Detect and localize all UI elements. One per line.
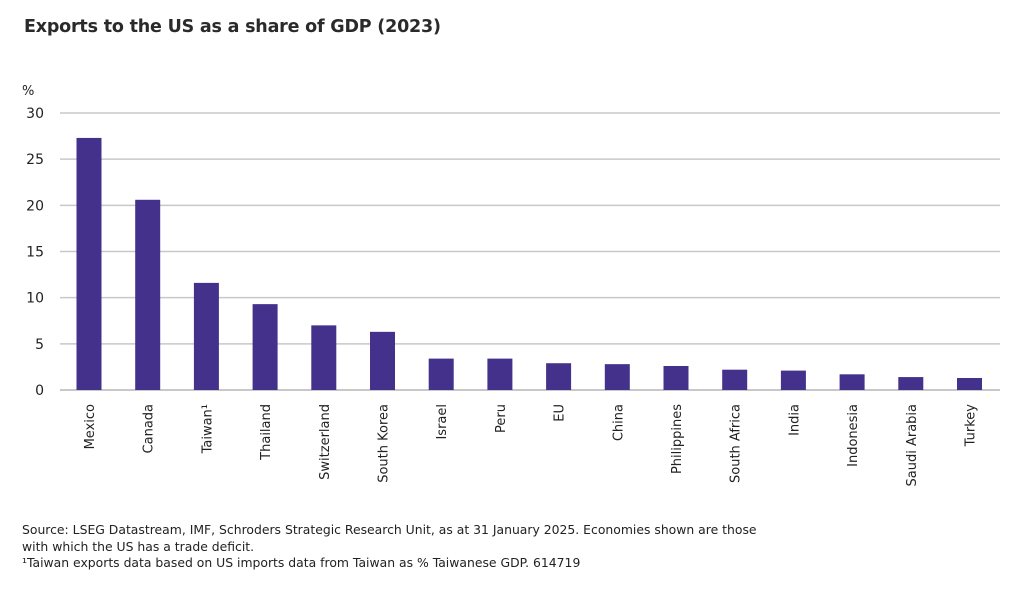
bar bbox=[311, 325, 337, 390]
chart-title: Exports to the US as a share of GDP (202… bbox=[24, 17, 441, 37]
y-axis-unit-label: % bbox=[22, 84, 35, 99]
source-note: Source: LSEG Datastream, IMF, Schroders … bbox=[22, 522, 757, 537]
y-tick-label: 10 bbox=[26, 291, 44, 307]
x-axis-ticks: Mexico Canada Taiwan¹ Thailand Switzerland So… bbox=[83, 404, 979, 487]
bar bbox=[722, 369, 748, 390]
x-tick-label: Mexico bbox=[83, 404, 98, 449]
x-tick-label: Taiwan¹ bbox=[200, 404, 215, 454]
bar bbox=[780, 370, 806, 390]
x-tick-label: Peru bbox=[494, 404, 509, 433]
y-axis-ticks: 0 5 10 15 20 25 30 bbox=[26, 106, 44, 399]
bar bbox=[487, 358, 513, 390]
bar bbox=[252, 304, 278, 390]
y-tick-label: 30 bbox=[26, 106, 44, 122]
x-tick-label: Saudi Arabia bbox=[905, 404, 920, 487]
x-tick-label: Canada bbox=[142, 404, 157, 453]
bar bbox=[957, 377, 982, 390]
y-tick-label: 25 bbox=[26, 152, 44, 168]
x-tick-label: Switzerland bbox=[318, 404, 333, 480]
source-note-continued: with which the US has a trade deficit. bbox=[22, 538, 255, 554]
x-tick-label: China bbox=[611, 404, 626, 441]
bar bbox=[898, 377, 924, 390]
bars bbox=[76, 137, 982, 390]
chart-footer: Source: LSEG Datastream, IMF, Schroders … bbox=[22, 522, 757, 572]
x-tick-label: Thailand bbox=[259, 404, 274, 461]
x-tick-label: India bbox=[787, 404, 802, 436]
x-tick-label: Turkey bbox=[964, 404, 979, 448]
bar bbox=[135, 199, 161, 390]
y-tick-label: 0 bbox=[35, 383, 44, 399]
bar bbox=[546, 363, 572, 390]
x-tick-label: Philippines bbox=[670, 404, 685, 474]
bar bbox=[604, 364, 630, 390]
taiwan-footnote: ¹Taiwan exports data based on US imports… bbox=[22, 555, 581, 570]
x-tick-label: South Korea bbox=[377, 404, 392, 483]
x-tick-label: Israel bbox=[435, 404, 450, 440]
bar bbox=[193, 282, 219, 390]
x-tick-label: EU bbox=[553, 404, 568, 422]
bar bbox=[76, 137, 102, 390]
bar bbox=[428, 358, 454, 390]
bar bbox=[839, 374, 865, 390]
bar-chart: 0 5 10 15 20 25 30 Mexico Canada Taiwan¹ Thailand… bbox=[26, 106, 1000, 487]
x-tick-label: Indonesia bbox=[846, 404, 861, 467]
y-tick-label: 20 bbox=[26, 198, 44, 214]
y-tick-label: 15 bbox=[26, 245, 44, 261]
y-tick-label: 5 bbox=[35, 337, 44, 353]
x-tick-label: South Africa bbox=[729, 404, 744, 483]
bar bbox=[663, 365, 689, 390]
bar bbox=[370, 331, 395, 390]
